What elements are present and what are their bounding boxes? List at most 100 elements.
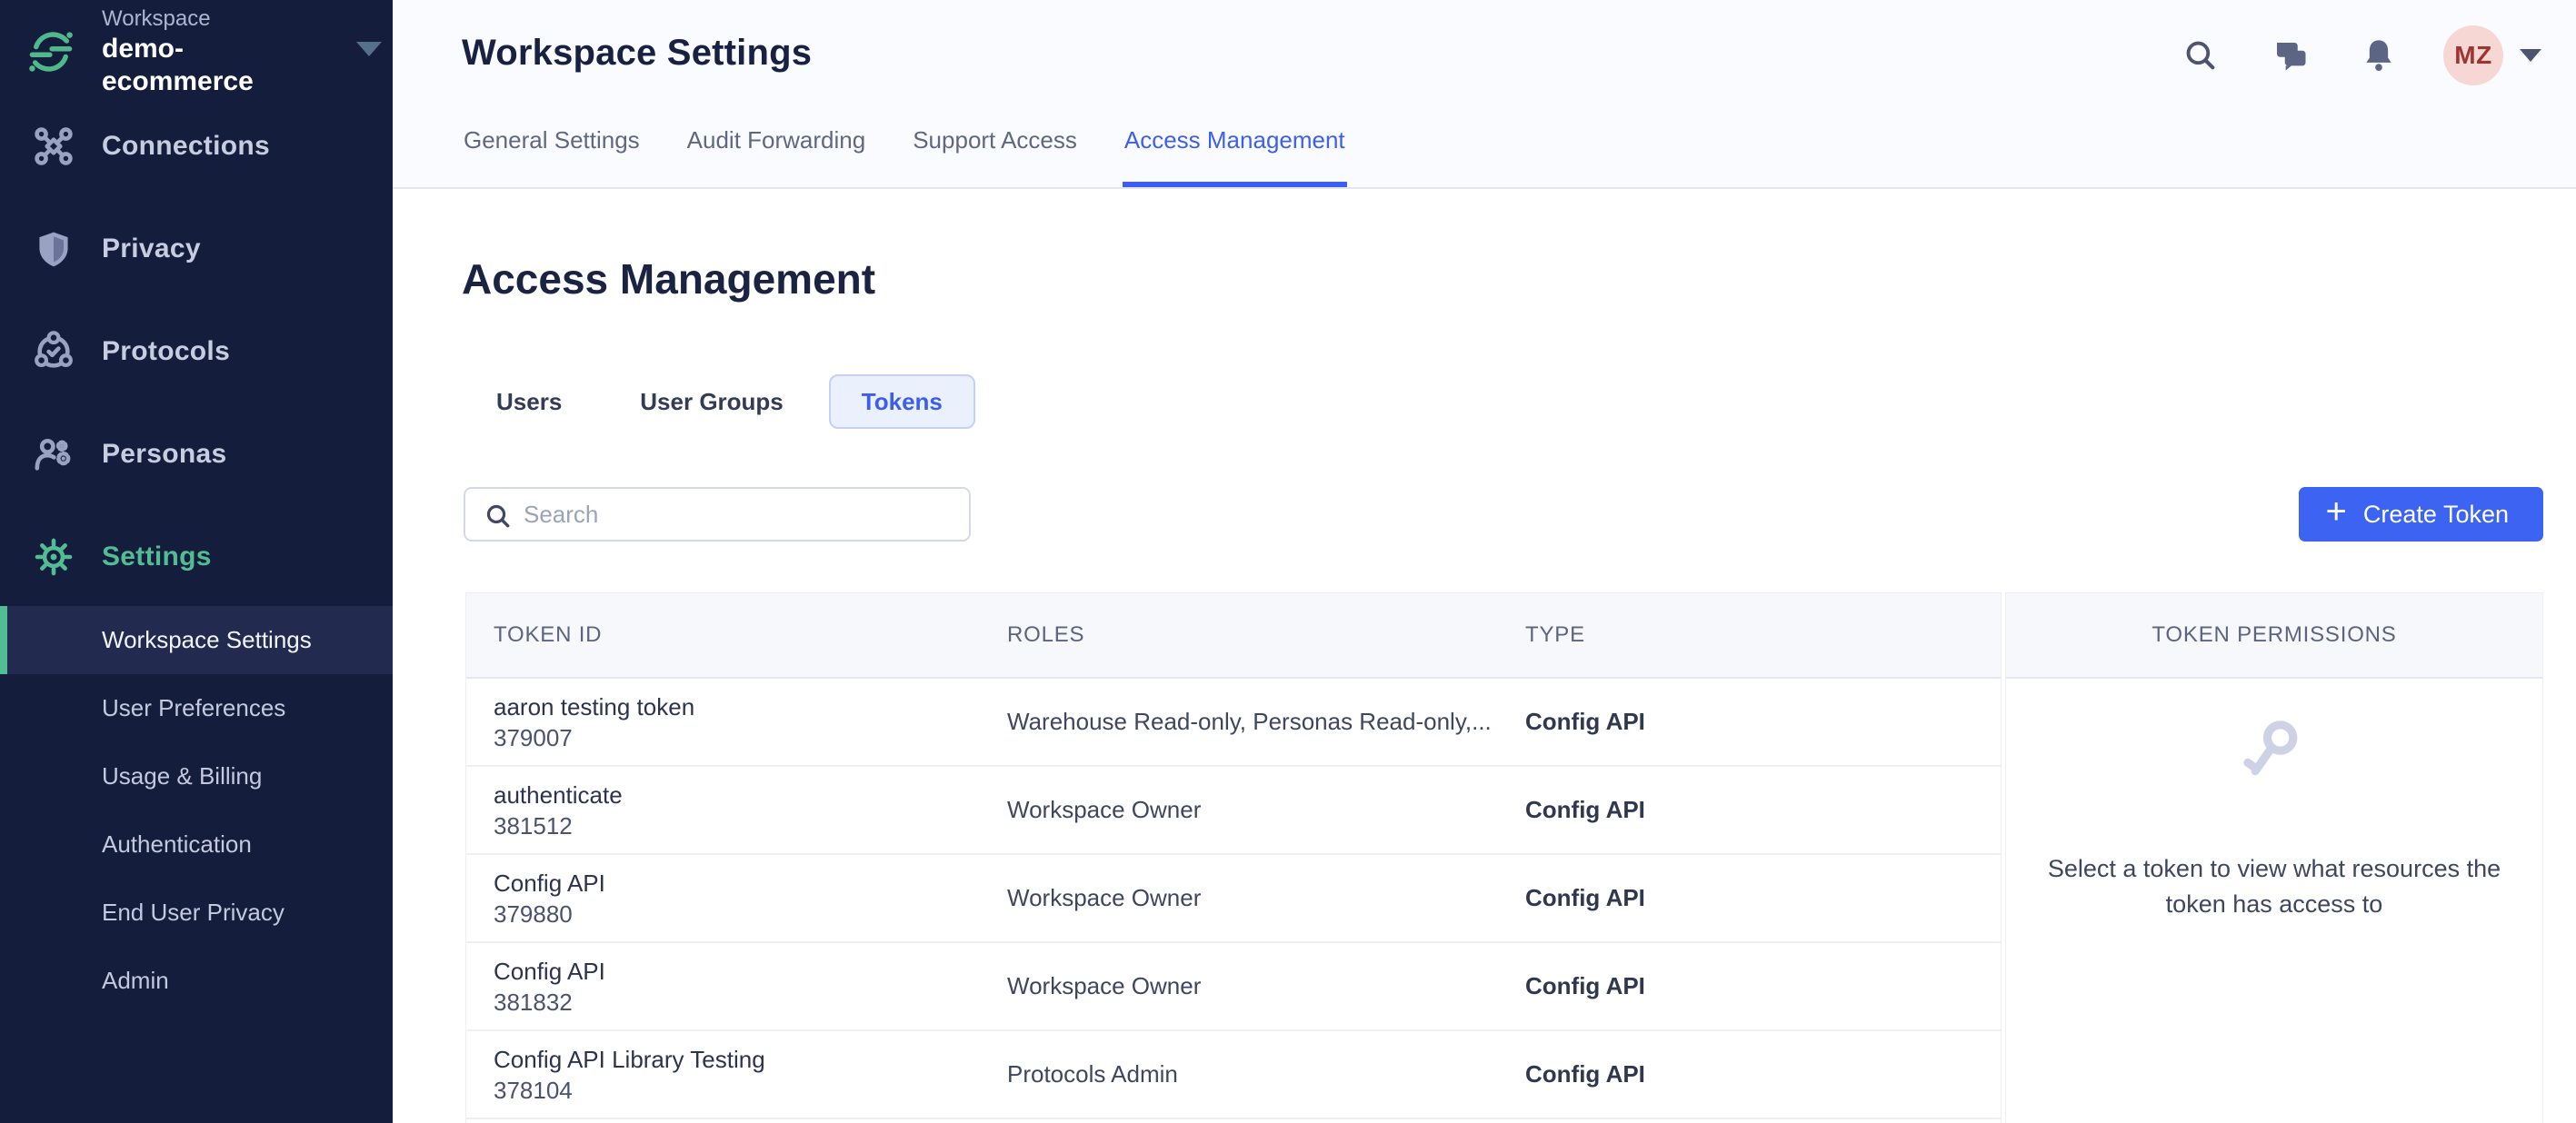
create-token-label: Create Token [2362, 500, 2509, 528]
column-roles: ROLES [1007, 622, 1085, 647]
tab-general-settings[interactable]: General Settings [464, 126, 640, 154]
sidebar-item-personas[interactable]: Personas [0, 402, 393, 505]
sidebar-item-protocols[interactable]: Protocols [0, 300, 393, 402]
tab-tokens[interactable]: Tokens [828, 374, 975, 429]
sidebar-nav: Connections Privacy [0, 94, 393, 608]
subnav-label: Workspace Settings [102, 626, 312, 653]
settings-icon [33, 536, 75, 578]
notifications-button[interactable] [2359, 35, 2399, 75]
page-title: Workspace Settings [462, 33, 813, 73]
sidebar-item-privacy[interactable]: Privacy [0, 197, 393, 300]
token-type: Config API [1525, 884, 1645, 911]
empty-state-text: Select a token to view what resources th… [2047, 855, 2501, 919]
table-row[interactable]: Config API 379880 Workspace Owner Config… [466, 855, 2001, 943]
sidebar-subitem-workspace-settings[interactable]: Workspace Settings [0, 606, 393, 674]
token-name: authenticate [494, 780, 623, 809]
table-row[interactable]: Config API 381832 Workspace Owner Config… [466, 943, 2001, 1031]
search-icon [2186, 41, 2215, 70]
token-roles: Warehouse Read-only, Personas Read-only,… [1007, 708, 1492, 735]
main-content: Access Management Users User Groups Toke… [393, 191, 2576, 1123]
token-roles: Workspace Owner [1007, 796, 1202, 823]
tab-access-management[interactable]: Access Management [1123, 114, 1347, 187]
bell-icon [2366, 40, 2391, 71]
token-type: Config API [1525, 1060, 1645, 1088]
table-header: TOKEN ID ROLES TYPE [466, 593, 2001, 679]
sidebar-item-label: Connections [102, 130, 270, 161]
sidebar-subnav: Workspace Settings User Preferences Usag… [0, 606, 393, 1015]
sidebar-item-label: Protocols [102, 335, 231, 366]
subnav-label: Usage & Billing [102, 762, 263, 790]
table-row[interactable]: Config API Library Testing 378104 Protoc… [466, 1031, 2001, 1119]
chevron-down-icon[interactable] [2520, 49, 2541, 62]
sidebar-item-settings[interactable]: Settings [0, 505, 393, 608]
token-name: aaron testing token [494, 692, 695, 721]
chevron-down-icon [356, 42, 382, 56]
token-permissions-panel: TOKEN PERMISSIONS Select a token to view… [2005, 592, 2543, 1123]
toolbar: + Create Token [464, 487, 2543, 542]
chat-icon [2277, 43, 2306, 71]
token-id: 381512 [494, 811, 573, 840]
section-heading: Access Management [462, 255, 876, 303]
subnav-label: Authentication [102, 830, 252, 858]
token-id: 379007 [494, 723, 573, 751]
sidebar-item-label: Settings [102, 541, 212, 571]
plus-icon: + [2325, 492, 2347, 532]
sidebar-subitem-usage-billing[interactable]: Usage & Billing [0, 742, 393, 810]
topbar: Workspace Settings MZ [393, 0, 2576, 189]
workspace-switcher[interactable]: Workspace demo-ecommerce [27, 6, 382, 96]
table-row[interactable]: aaron testing token 379007 Warehouse Rea… [466, 679, 2001, 767]
sidebar-subitem-user-preferences[interactable]: User Preferences [0, 674, 393, 742]
token-type: Config API [1525, 796, 1645, 823]
token-type: Config API [1525, 972, 1645, 999]
token-name: Config API [494, 957, 605, 985]
topbar-actions: MZ [2181, 25, 2541, 85]
key-icon [2243, 721, 2298, 776]
search-icon [486, 504, 510, 528]
settings-tabs: General Settings Audit Forwarding Suppor… [462, 114, 1347, 187]
token-permissions-header: TOKEN PERMISSIONS [2006, 593, 2542, 679]
token-id: 379880 [494, 899, 573, 928]
token-search [464, 487, 971, 542]
column-token-id: TOKEN ID [494, 622, 603, 647]
tab-users[interactable]: Users [496, 388, 563, 415]
avatar[interactable]: MZ [2443, 25, 2503, 85]
column-type: TYPE [1525, 622, 1585, 647]
table-row[interactable]: authenticate 381512 Workspace Owner Conf… [466, 767, 2001, 855]
subnav-label: Admin [102, 967, 169, 994]
token-name: Config API Library Testing [494, 1045, 765, 1073]
tab-support-access[interactable]: Support Access [913, 126, 1077, 154]
sidebar-item-label: Privacy [102, 233, 201, 263]
subnav-label: User Preferences [102, 694, 286, 721]
search-button[interactable] [2181, 35, 2221, 75]
workspace-name: demo-ecommerce [102, 34, 254, 96]
tab-user-groups[interactable]: User Groups [640, 388, 784, 415]
protocols-icon [33, 330, 75, 373]
personas-icon [33, 433, 75, 475]
sidebar-subitem-end-user-privacy[interactable]: End User Privacy [0, 879, 393, 947]
sidebar-subitem-admin[interactable]: Admin [0, 947, 393, 1015]
sidebar: Workspace demo-ecommerce Connections [0, 0, 393, 1123]
token-id: 378104 [494, 1076, 573, 1104]
messages-button[interactable] [2270, 35, 2310, 75]
create-token-button[interactable]: + Create Token [2298, 487, 2543, 542]
workspace-label: Workspace [102, 6, 211, 31]
tokens-table: TOKEN ID ROLES TYPE aaron testing token … [465, 592, 2002, 1123]
view-tabs: Users User Groups Tokens [464, 374, 975, 429]
token-roles: Workspace Owner [1007, 972, 1202, 999]
tab-audit-forwarding[interactable]: Audit Forwarding [686, 126, 866, 154]
token-roles: Workspace Owner [1007, 884, 1202, 911]
privacy-icon [33, 228, 75, 270]
connections-icon [33, 125, 75, 167]
sidebar-subitem-authentication[interactable]: Authentication [0, 810, 393, 879]
sidebar-item-label: Personas [102, 438, 227, 469]
token-roles: Protocols Admin [1007, 1060, 1178, 1088]
sidebar-item-connections[interactable]: Connections [0, 94, 393, 197]
tokens-section: TOKEN ID ROLES TYPE aaron testing token … [465, 592, 2543, 1123]
subnav-label: End User Privacy [102, 899, 285, 926]
search-input[interactable] [524, 491, 960, 538]
token-type: Config API [1525, 708, 1645, 735]
segment-logo-icon [29, 32, 73, 72]
token-id: 381832 [494, 988, 573, 1016]
token-permissions-empty-state: Select a token to view what resources th… [2006, 679, 2542, 1123]
